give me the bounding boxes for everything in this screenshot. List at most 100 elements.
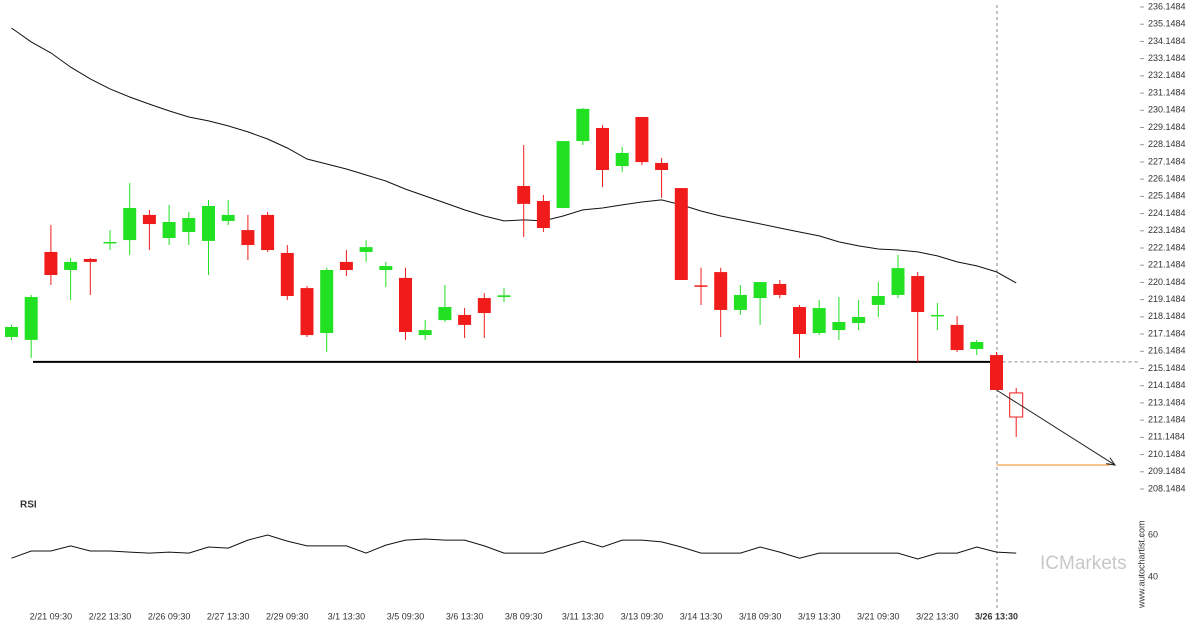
candle-body [773, 283, 787, 295]
candle-body [576, 108, 590, 142]
y-tick-label: 212.1484 [1148, 415, 1186, 425]
x-tick-label: 3/26 13:30 [975, 611, 1018, 621]
candle-body [5, 326, 18, 337]
candle-body [793, 307, 806, 335]
candle-body [930, 314, 944, 317]
y-tick-label: 234.1484 [1148, 36, 1186, 46]
candle-body [202, 205, 215, 241]
candle-body [556, 141, 570, 209]
x-tick-label: 3/18 09:30 [739, 611, 782, 621]
y-tick-label: 213.1484 [1148, 397, 1186, 407]
candle-body [714, 272, 728, 310]
candle-body [497, 295, 511, 298]
y-tick-label: 218.1484 [1148, 311, 1186, 321]
y-tick-label: 221.1484 [1148, 260, 1186, 270]
y-tick-label: 232.1484 [1148, 70, 1186, 80]
y-tick-label: 219.1484 [1148, 294, 1186, 304]
y-tick-label: 215.1484 [1148, 363, 1186, 373]
candle-body [950, 324, 964, 351]
y-tick-label: 225.1484 [1148, 191, 1186, 201]
candle-body [871, 296, 885, 305]
y-tick-label: 211.1484 [1148, 432, 1185, 442]
candle-body [83, 258, 97, 262]
x-tick-label: 3/14 13:30 [680, 611, 723, 621]
rsi-label: RSI [20, 500, 37, 511]
candle-body [300, 288, 314, 336]
y-tick-label: 220.1484 [1148, 277, 1186, 287]
candle-body [339, 261, 353, 271]
y-tick-label: 217.1484 [1148, 328, 1186, 338]
forecast-arrow [996, 389, 1116, 466]
candle-body [458, 314, 472, 325]
x-tick-label: 2/26 09:30 [148, 611, 191, 621]
x-tick-label: 3/22 13:30 [916, 611, 959, 621]
candle-body [832, 321, 846, 331]
candle-body [241, 230, 255, 246]
x-tick-label: 3/21 09:30 [857, 611, 900, 621]
y-tick-label: 223.1484 [1148, 225, 1186, 235]
candle-body [182, 218, 196, 232]
x-tick-label: 3/6 13:30 [446, 611, 484, 621]
candle-body [891, 268, 905, 295]
x-tick-label: 2/22 13:30 [89, 611, 132, 621]
candle-body [733, 294, 747, 310]
x-tick-label: 3/13 09:30 [621, 611, 664, 621]
x-tick-label: 3/11 13:30 [562, 611, 604, 621]
candle-body [261, 214, 275, 251]
y-tick-label: 233.1484 [1148, 53, 1186, 63]
candle-body [399, 277, 412, 332]
candle-body [615, 152, 629, 167]
candle-body [123, 208, 137, 241]
candle-body [1009, 392, 1024, 418]
rsi-tick-label: 40 [1148, 571, 1158, 581]
candle-body [911, 276, 925, 313]
x-tick-label: 3/19 13:30 [798, 611, 841, 621]
candle-body [970, 341, 984, 350]
y-tick-label: 214.1484 [1148, 380, 1186, 390]
y-tick-label: 229.1484 [1148, 122, 1186, 132]
x-tick-label: 2/21 09:30 [30, 611, 73, 621]
candle-body [990, 355, 1003, 390]
y-tick-label: 216.1484 [1148, 346, 1186, 356]
candle-body [320, 270, 334, 334]
x-tick-label: 3/5 09:30 [387, 611, 425, 621]
candle-body [852, 317, 866, 324]
candle-body [44, 251, 58, 275]
candle-body [694, 285, 708, 287]
candle-body [477, 298, 491, 314]
y-tick-label: 228.1484 [1148, 139, 1186, 149]
y-tick-label: 224.1484 [1148, 208, 1186, 218]
candle-body [24, 297, 38, 340]
logo: ICMarkets [1040, 553, 1127, 574]
y-tick-label: 231.1484 [1148, 87, 1186, 97]
candle-body [635, 116, 649, 163]
x-tick-label: 3/8 09:30 [505, 611, 543, 621]
candle-body [517, 186, 531, 204]
y-tick-label: 226.1484 [1148, 174, 1186, 184]
candle-body [438, 307, 452, 321]
candle-body [596, 127, 609, 170]
candle-body [103, 241, 117, 244]
y-tick-label: 209.1484 [1148, 466, 1186, 476]
y-tick-label: 227.1484 [1148, 156, 1186, 166]
candle-body [812, 308, 826, 334]
rsi-line [11, 534, 1017, 560]
rsi-tick-label: 60 [1148, 529, 1158, 539]
x-tick-label: 3/1 13:30 [328, 611, 366, 621]
y-tick-label: 210.1484 [1148, 449, 1186, 459]
candle-body [753, 282, 767, 299]
candle-body [221, 214, 235, 221]
candle-body [359, 247, 373, 252]
candle-body [655, 162, 669, 170]
candle-body [379, 266, 393, 271]
x-tick-label: 2/27 13:30 [207, 611, 250, 621]
candle-body [142, 214, 156, 225]
candle-body [280, 252, 294, 297]
candle-body [162, 221, 176, 238]
moving-average [11, 27, 1017, 284]
y-tick-label: 208.1484 [1148, 483, 1186, 493]
y-tick-label: 235.1484 [1148, 19, 1186, 29]
watermark: www.autochartist.com [1136, 520, 1146, 609]
